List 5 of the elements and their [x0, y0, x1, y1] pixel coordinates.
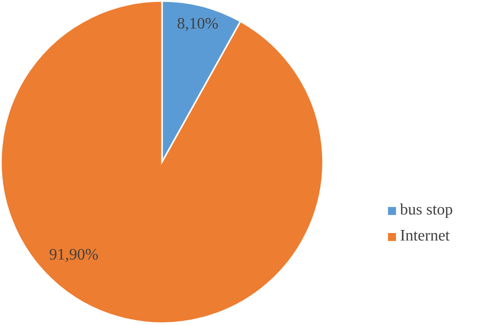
- legend-label: bus stop: [400, 202, 453, 219]
- legend-label: Internet: [400, 228, 450, 245]
- pie-slice: [0, 0, 324, 324]
- data-label: 91,90%: [49, 246, 98, 264]
- data-label: 8,10%: [177, 16, 218, 33]
